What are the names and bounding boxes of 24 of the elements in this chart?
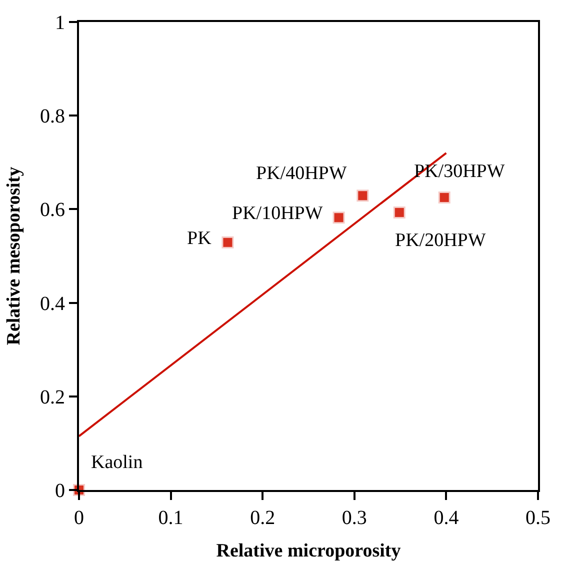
- y-tick-label: 0.6: [40, 199, 65, 222]
- y-tick-label: 1: [55, 12, 65, 34]
- annotation: PK/10HPW: [232, 203, 323, 224]
- x-tick-label: 0: [74, 507, 84, 529]
- y-tick-label: 0.4: [40, 292, 65, 315]
- y-tick-label: 0.8: [40, 106, 65, 128]
- y-tick-label: 0: [55, 480, 65, 502]
- point: [332, 212, 345, 224]
- point: [438, 192, 450, 204]
- point: [393, 206, 406, 218]
- x-axis-title: Relative microporosity: [216, 540, 402, 562]
- x-tick-label: 0.5: [526, 507, 550, 529]
- point: [356, 190, 369, 202]
- annotation: Kaolin: [91, 452, 144, 473]
- annotation: PK/40HPW: [256, 163, 347, 184]
- point: [222, 236, 234, 248]
- x-tick-label: 0.3: [342, 507, 367, 529]
- y-tick-label: 0.2: [40, 386, 65, 408]
- x-tick-label: 0.4: [434, 507, 459, 529]
- x-tick-label: 0.1: [158, 507, 184, 529]
- annotation: PK/20HPW: [395, 230, 486, 251]
- annotation: PK: [187, 228, 212, 249]
- y-axis-title: Relative mesoporosity: [3, 166, 24, 346]
- x-tick-label: 0.2: [250, 507, 276, 529]
